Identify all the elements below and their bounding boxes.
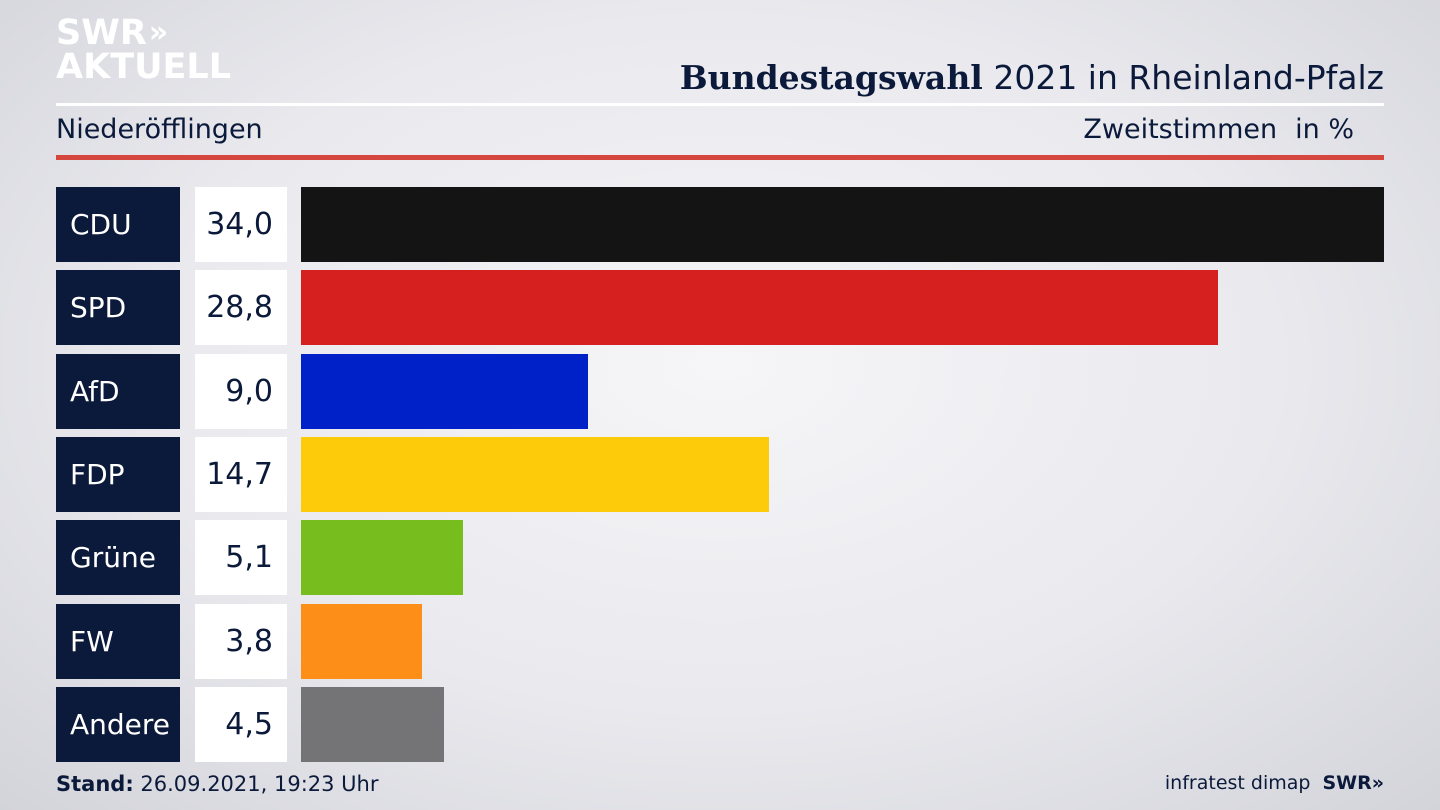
bar-row-cdu: CDU 34,0 xyxy=(56,187,1384,262)
bar xyxy=(301,687,444,762)
bar-row-fw: FW 3,8 xyxy=(56,604,1384,679)
party-label: AfD xyxy=(56,354,180,429)
bar-row-grüne: Grüne 5,1 xyxy=(56,520,1384,595)
timestamp: Stand: 26.09.2021, 19:23 Uhr xyxy=(56,772,379,796)
data-label: 9,0 xyxy=(195,354,287,429)
party-label: SPD xyxy=(56,270,180,345)
data-label: 34,0 xyxy=(195,187,287,262)
stand-label: Stand: xyxy=(56,772,134,796)
logo-aktuell: AKTUELL xyxy=(56,47,232,87)
vote-type: Zweitstimmen xyxy=(1083,114,1278,145)
swr-aktuell-logo: SWR» AKTUELL xyxy=(56,13,232,87)
bar xyxy=(301,604,422,679)
party-label: FDP xyxy=(56,437,180,512)
header-divider xyxy=(56,103,1384,106)
source-credit: infratest dimap SWR» xyxy=(1165,772,1384,794)
party-label: Andere xyxy=(56,687,180,762)
party-label: FW xyxy=(56,604,180,679)
bar-row-fdp: FDP 14,7 xyxy=(56,437,1384,512)
logo-swr: SWR xyxy=(56,13,147,53)
bar-row-spd: SPD 28,8 xyxy=(56,270,1384,345)
party-label: CDU xyxy=(56,187,180,262)
swr-brand-logo: SWR» xyxy=(1322,772,1384,794)
bar xyxy=(301,437,769,512)
title-bold: Bundestagswahl xyxy=(679,58,983,97)
party-label: Grüne xyxy=(56,520,180,595)
bar xyxy=(301,354,588,429)
unit-label: in % xyxy=(1295,114,1354,145)
data-label: 5,1 xyxy=(195,520,287,595)
data-label: 14,7 xyxy=(195,437,287,512)
data-label: 28,8 xyxy=(195,270,287,345)
source-label: infratest dimap xyxy=(1164,772,1311,794)
measure-label: Zweitstimmen in % xyxy=(1083,114,1354,145)
page-title: Bundestagswahl 2021 in Rheinland-Pfalz xyxy=(680,58,1384,97)
bar-row-andere: Andere 4,5 xyxy=(56,687,1384,762)
bar xyxy=(301,520,463,595)
municipality-name: Niederöfflingen xyxy=(56,114,263,145)
title-rest: 2021 in Rheinland-Pfalz xyxy=(982,58,1384,97)
bar-row-afd: AfD 9,0 xyxy=(56,354,1384,429)
bar xyxy=(301,187,1384,262)
accent-rule xyxy=(56,155,1384,160)
data-label: 3,8 xyxy=(195,604,287,679)
data-label: 4,5 xyxy=(195,687,287,762)
bar xyxy=(301,270,1218,345)
stand-value: 26.09.2021, 19:23 Uhr xyxy=(133,772,379,796)
